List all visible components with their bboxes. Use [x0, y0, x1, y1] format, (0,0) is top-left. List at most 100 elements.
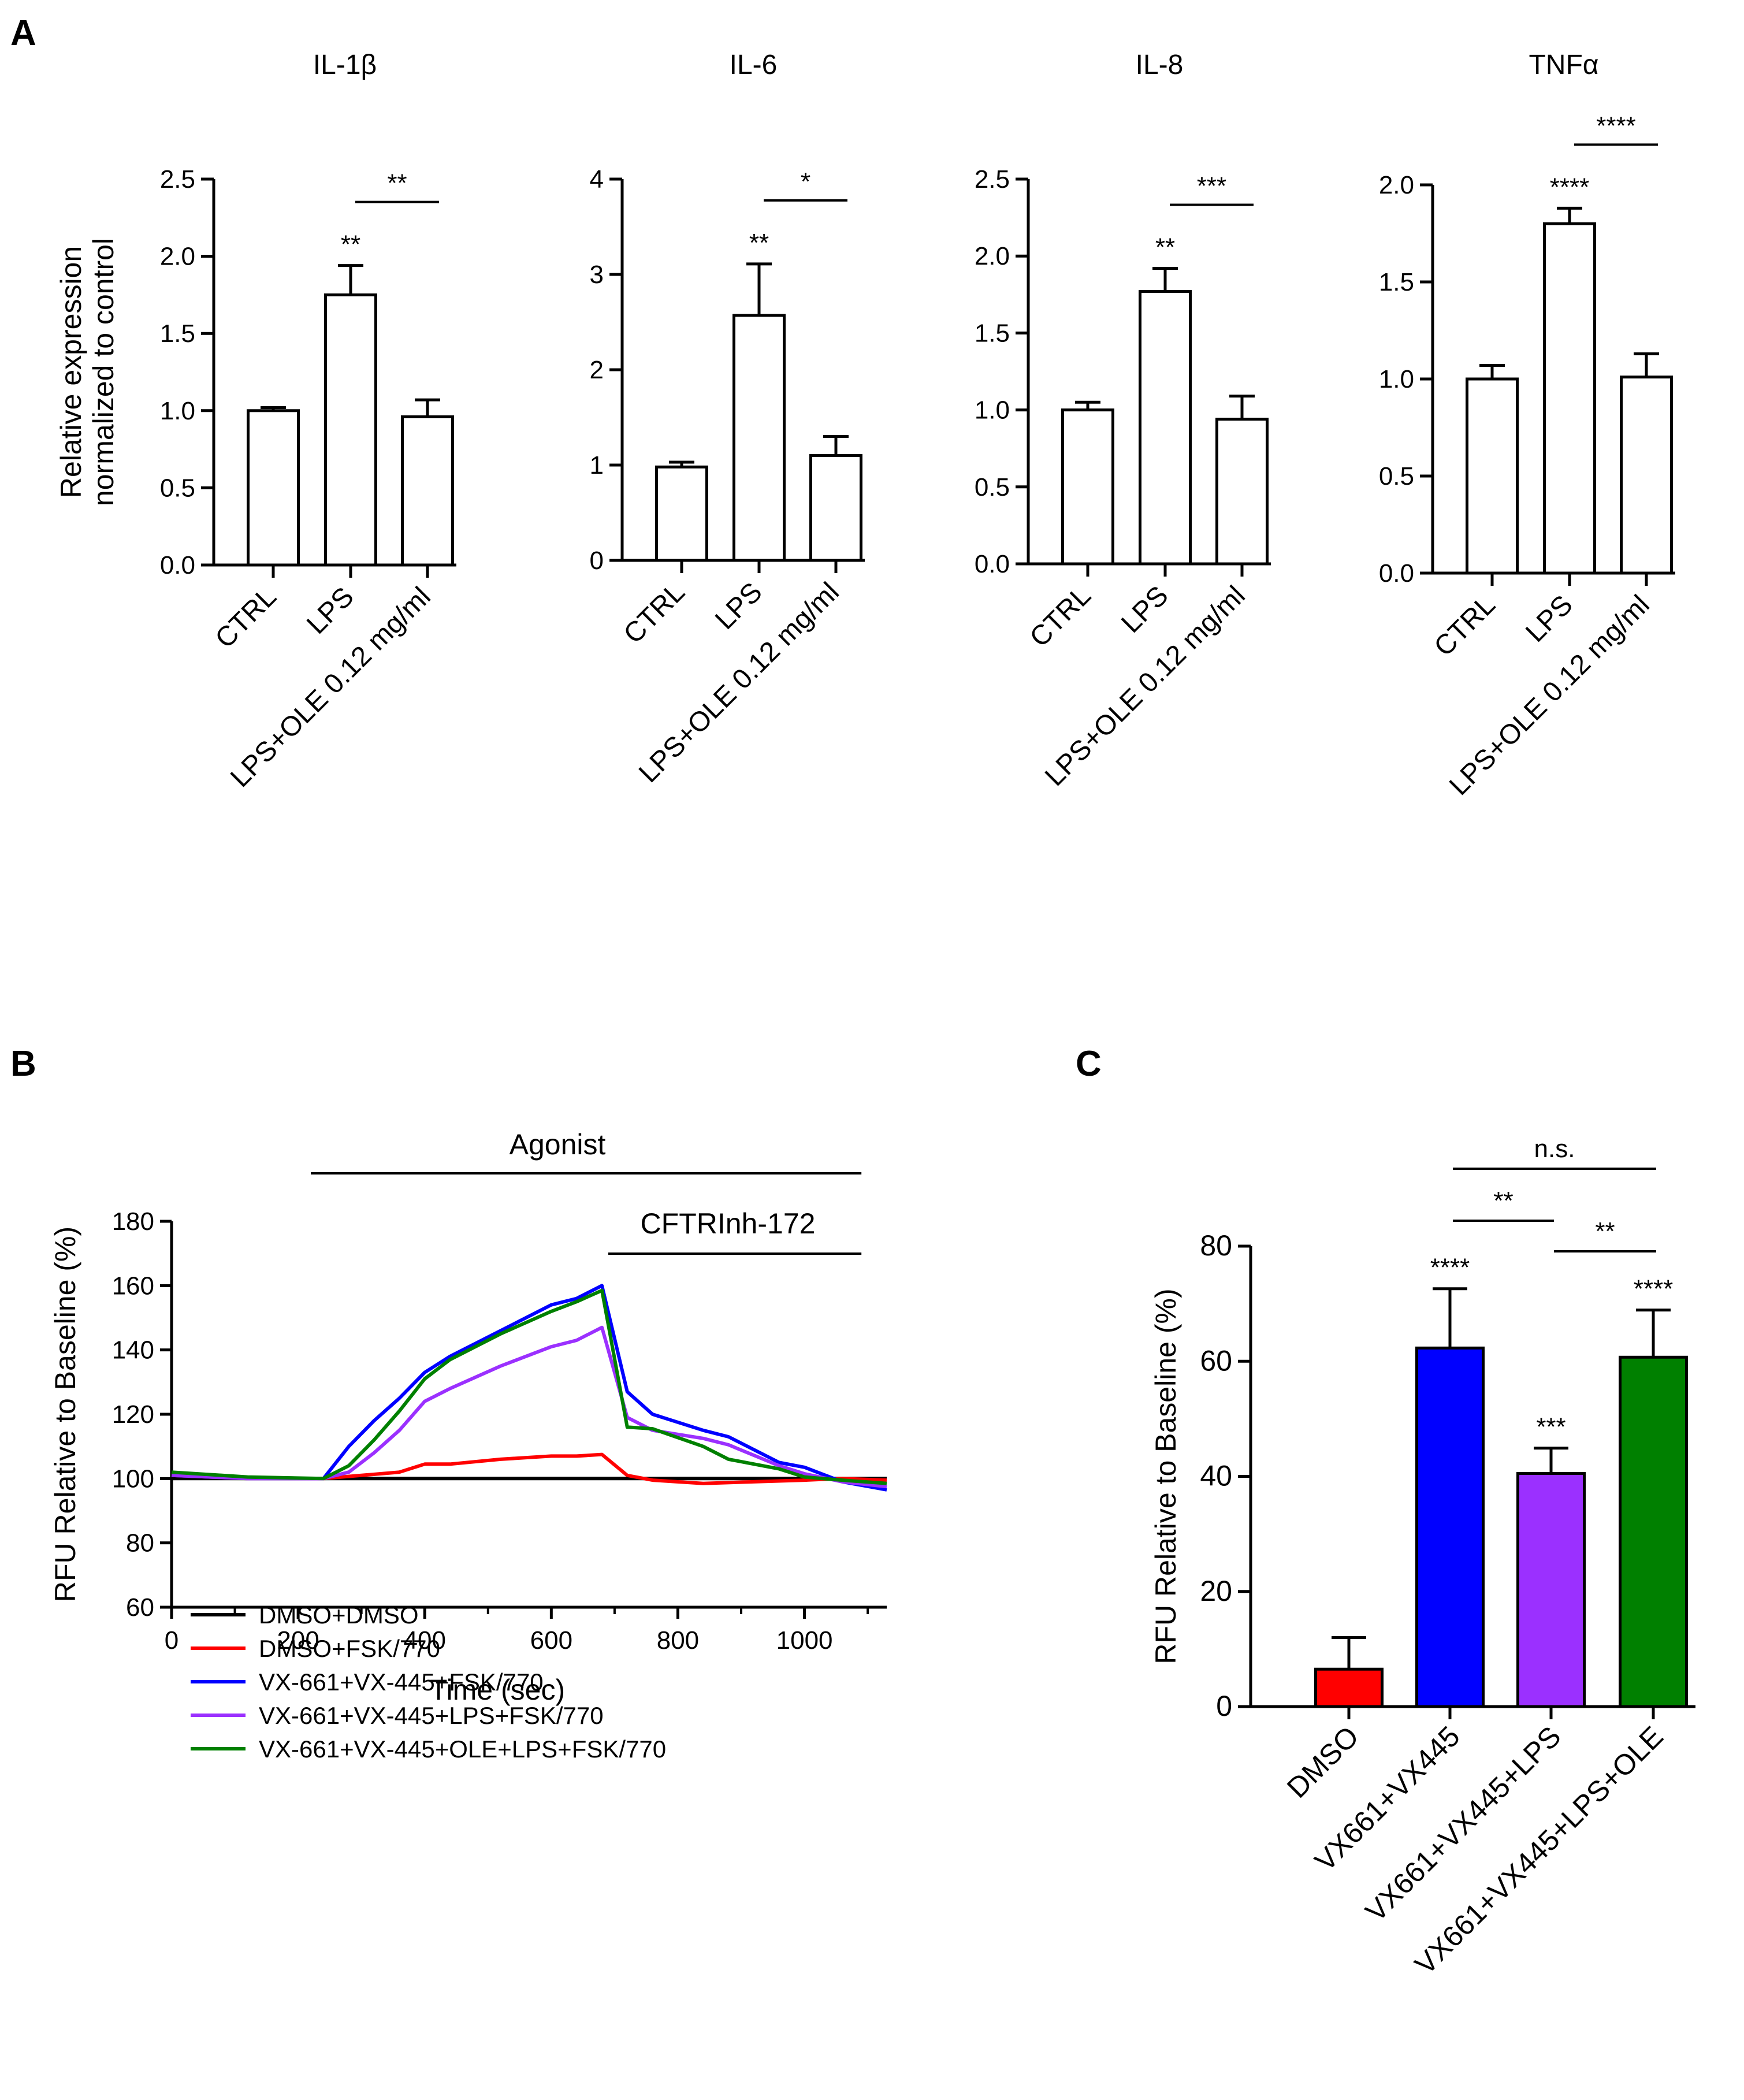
bar — [401, 415, 454, 567]
y-tick-label: 2.5 — [975, 165, 1010, 194]
y-tick-label: 1.0 — [160, 397, 195, 425]
y-tick-label: 0.0 — [160, 551, 195, 579]
bar — [1139, 289, 1192, 566]
legend-label: VX-661+VX-445+LPS+FSK/770 — [259, 1702, 604, 1729]
y-tick-label: 0.5 — [1379, 462, 1414, 490]
significance-label: **** — [1550, 173, 1590, 201]
y-tick-label: 1.5 — [1379, 268, 1414, 296]
y-tick-label: 1 — [590, 451, 604, 480]
significance-label: ** — [1155, 233, 1175, 262]
bar — [1314, 1667, 1384, 1708]
category-label: CTRL — [618, 577, 691, 649]
significance-label: ** — [749, 229, 769, 257]
y-tick-label: 1.0 — [1379, 365, 1414, 393]
legend-label: VX-661+VX-445+FSK/770 — [259, 1668, 544, 1696]
significance-label: **** — [1430, 1254, 1470, 1282]
series-line — [171, 1284, 887, 1492]
bracket-label: n.s. — [1534, 1135, 1575, 1163]
x-tick-label: 600 — [530, 1626, 572, 1655]
panel-c-chart: 0 20 40 60 80 RFU Relative to Baseline (%) DMS… — [1150, 1135, 1695, 1981]
bar — [1415, 1346, 1485, 1708]
category-label: LPS — [1520, 589, 1579, 648]
significance-label: **** — [1634, 1275, 1674, 1303]
significance-label: ** — [341, 231, 360, 259]
y-tick-label: 40 — [1200, 1460, 1232, 1492]
panel-label-a: A — [10, 13, 36, 53]
bar — [1466, 377, 1519, 575]
chart-title: IL-6 — [730, 50, 778, 80]
y-axis-label: normalized to control — [87, 238, 120, 506]
y-tick-label: 0.0 — [1379, 559, 1414, 588]
category-label: LPS — [301, 581, 360, 640]
legend-label: DMSO+FSK/770 — [259, 1635, 440, 1662]
chart-a-1: IL-1β0.00.51.01.52.02.5CTRL**LPSLPS+OLE … — [55, 50, 456, 793]
series-line — [171, 1452, 887, 1485]
bar — [247, 409, 300, 567]
bar — [1215, 418, 1269, 566]
y-tick-label: 2.0 — [1379, 171, 1414, 199]
category-label: CTRL — [1024, 580, 1097, 653]
x-tick-label: 400 — [404, 1626, 446, 1655]
y-tick-label: 140 — [112, 1336, 154, 1365]
y-tick-label: 0 — [1216, 1690, 1232, 1722]
x-tick-label: 1000 — [776, 1626, 833, 1655]
y-tick-label: 100 — [112, 1465, 154, 1493]
y-tick-label: 160 — [112, 1272, 154, 1300]
category-label: CTRL — [210, 581, 282, 654]
y-tick-label: 0 — [590, 547, 604, 575]
annotation-label: CFTRInh-172 — [641, 1207, 816, 1240]
bar — [1543, 222, 1596, 575]
y-tick-label: 60 — [1200, 1344, 1232, 1377]
category-label: LPS — [709, 577, 768, 635]
panel-a-charts: IL-1β0.00.51.01.52.02.5CTRL**LPSLPS+OLE … — [55, 50, 1675, 801]
category-label: CTRL — [1429, 589, 1501, 662]
bracket-label: ** — [1595, 1217, 1615, 1246]
y-tick-label: 0.0 — [975, 550, 1010, 578]
y-tick-label: 180 — [112, 1207, 154, 1236]
y-tick-label: 4 — [590, 165, 604, 194]
bar — [324, 293, 377, 567]
series-line — [171, 1325, 887, 1489]
y-tick-label: 2.0 — [975, 242, 1010, 270]
y-tick-label: 0.5 — [975, 473, 1010, 501]
y-tick-label: 1.0 — [975, 396, 1010, 425]
category-label: LPS — [1115, 580, 1174, 639]
chart-title: IL-1β — [313, 50, 377, 80]
y-tick-label: 1.5 — [975, 319, 1010, 347]
y-tick-label: 1.5 — [160, 319, 195, 348]
x-axis-label: Time (sec) — [430, 1674, 565, 1706]
y-axis-label: RFU Relative to Baseline (%) — [49, 1226, 81, 1602]
y-tick-label: 80 — [126, 1529, 154, 1558]
legend-label: VX-661+VX-445+OLE+LPS+FSK/770 — [259, 1735, 666, 1763]
bar — [1619, 1355, 1688, 1708]
y-tick-label: 2 — [590, 356, 604, 384]
x-tick-label: 0 — [165, 1626, 179, 1655]
panel-b-chart: 60 80 100 120 140 160 180 0 200 400 600 800 1000 Time… — [49, 1128, 887, 1763]
panel-label-b: B — [10, 1044, 36, 1084]
bar — [1620, 376, 1673, 575]
y-tick-label: 80 — [1200, 1229, 1232, 1262]
panel-label-c: C — [1076, 1044, 1102, 1084]
bracket-label: **** — [1596, 111, 1636, 140]
significance-label: *** — [1536, 1413, 1565, 1441]
chart-title: IL-8 — [1136, 50, 1184, 80]
category-label: DMSO — [1281, 1720, 1365, 1804]
bracket-label: * — [801, 168, 810, 196]
category-label: VX661+VX445+LPS — [1359, 1720, 1567, 1928]
bracket-label: *** — [1197, 172, 1226, 200]
y-tick-label: 3 — [590, 261, 604, 289]
x-tick-label: 200 — [277, 1626, 319, 1655]
y-tick-label: 2.0 — [160, 243, 195, 271]
y-tick-label: 0.5 — [160, 474, 195, 502]
legend-label: DMSO+DMSO — [259, 1601, 419, 1629]
bracket-label: ** — [387, 169, 407, 198]
series-line — [171, 1288, 887, 1485]
y-axis-label: RFU Relative to Baseline (%) — [1150, 1288, 1182, 1664]
annotation-label: Agonist — [510, 1128, 606, 1161]
bar — [655, 465, 708, 562]
y-axis-label: Relative expression — [55, 246, 87, 498]
